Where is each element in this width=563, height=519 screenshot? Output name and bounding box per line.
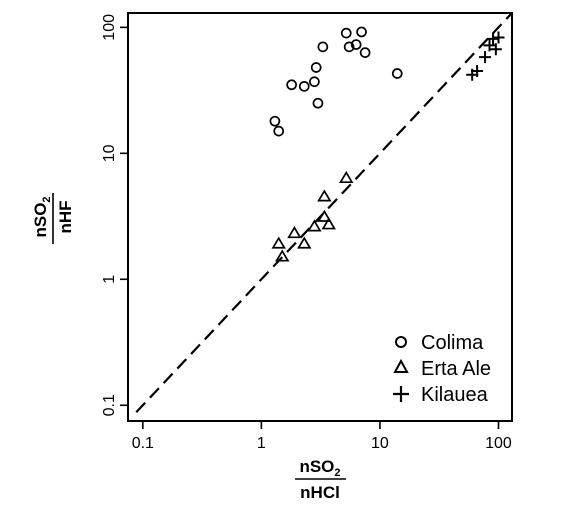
legend-item-kilauea: Kilauea bbox=[393, 384, 489, 406]
data-point-colima bbox=[310, 62, 322, 73]
x-axis-title-denominator: nHCl bbox=[300, 483, 340, 502]
plot-frame bbox=[127, 12, 513, 422]
data-point-kilauea bbox=[483, 39, 496, 52]
data-point-colima bbox=[391, 68, 403, 79]
y-tick-label: 1 bbox=[101, 275, 118, 284]
data-points bbox=[269, 26, 505, 262]
legend-triangle-marker bbox=[393, 358, 409, 373]
one-to-one-reference-line bbox=[135, 12, 513, 414]
x-tick-label: 1 bbox=[257, 435, 266, 452]
legend-circle-marker bbox=[395, 336, 407, 348]
legend-plus-marker bbox=[393, 386, 409, 402]
data-point-kilauea bbox=[492, 31, 505, 44]
data-point-erta-ale bbox=[317, 189, 332, 202]
y-axis-title: nSO2 nHF bbox=[31, 193, 75, 244]
legend-label-colima: Colima bbox=[421, 332, 484, 354]
data-point-kilauea bbox=[487, 32, 500, 45]
legend-item-erta-ale: Erta Ale bbox=[393, 358, 491, 380]
y-tick-label: 10 bbox=[101, 144, 118, 162]
data-point-colima bbox=[356, 26, 367, 38]
y-tick-label: 100 bbox=[101, 14, 118, 41]
data-point-colima bbox=[298, 81, 310, 92]
y-tick-label: 0.1 bbox=[101, 394, 118, 416]
x-tick-label: 100 bbox=[485, 435, 512, 452]
data-point-colima bbox=[359, 47, 371, 58]
legend: Colima Erta Ale Kilauea bbox=[393, 332, 491, 406]
data-point-kilauea bbox=[489, 43, 502, 56]
y-axis-title-numerator: nSO bbox=[31, 203, 50, 238]
data-point-kilauea bbox=[479, 51, 492, 64]
y-axis-title-denominator: nHF bbox=[56, 200, 75, 233]
x-tick-label: 0.1 bbox=[132, 435, 154, 452]
data-point-colima bbox=[340, 27, 352, 39]
data-point-erta-ale bbox=[287, 226, 302, 239]
svg-text:nSO2: nSO2 bbox=[31, 196, 53, 237]
svg-text:nSO2: nSO2 bbox=[299, 457, 340, 479]
data-point-erta-ale bbox=[321, 217, 336, 230]
data-point-colima bbox=[350, 39, 362, 50]
data-point-colima bbox=[317, 41, 329, 53]
data-point-kilauea bbox=[471, 65, 484, 78]
x-axis: 0.1 1 10 100 bbox=[132, 421, 512, 452]
data-point-colima bbox=[312, 97, 324, 109]
data-point-colima bbox=[343, 41, 355, 53]
data-point-colima bbox=[309, 76, 320, 88]
data-point-colima bbox=[269, 115, 281, 127]
legend-label-kilauea: Kilauea bbox=[421, 384, 489, 406]
y-axis: 0.1 1 10 100 bbox=[101, 14, 128, 416]
legend-label-erta-ale: Erta Ale bbox=[421, 358, 491, 380]
data-point-erta-ale bbox=[275, 249, 290, 262]
y-axis-title-subscript: 2 bbox=[41, 196, 53, 202]
data-point-erta-ale bbox=[339, 170, 354, 184]
data-point-colima bbox=[273, 125, 285, 137]
x-axis-title: nSO2 nHCl bbox=[295, 457, 346, 502]
data-point-erta-ale bbox=[307, 219, 322, 232]
x-axis-title-subscript: 2 bbox=[334, 467, 340, 479]
data-point-erta-ale bbox=[271, 236, 286, 249]
data-point-colima bbox=[286, 79, 297, 91]
x-axis-title-numerator: nSO bbox=[299, 457, 334, 476]
data-point-erta-ale bbox=[317, 209, 332, 222]
x-tick-label: 10 bbox=[371, 435, 389, 452]
legend-item-colima: Colima bbox=[395, 332, 484, 354]
data-point-erta-ale bbox=[297, 236, 312, 249]
